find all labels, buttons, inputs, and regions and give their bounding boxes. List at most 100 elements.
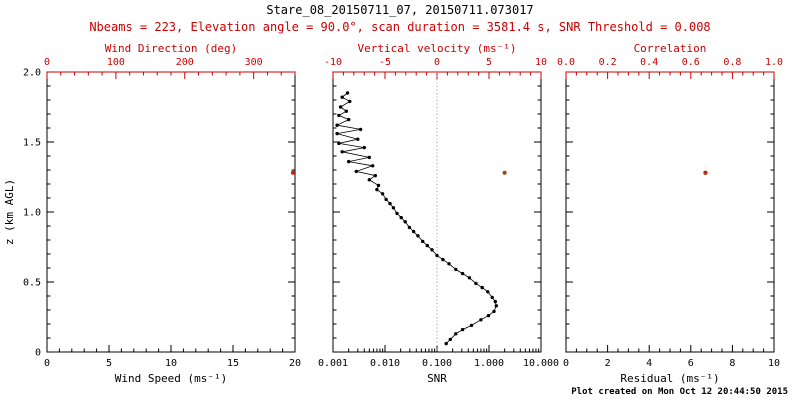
axis-text: 0.8 <box>723 57 741 68</box>
snr-profile-point <box>358 127 363 132</box>
axis-text: 8 <box>729 358 735 369</box>
axis-text: 1.5 <box>23 138 41 149</box>
axis-text: 10 <box>535 57 547 68</box>
snr-profile-point <box>347 117 351 122</box>
snr-profile-point <box>411 229 416 234</box>
series-snr-profile <box>335 91 498 346</box>
axis-text: 0.5 <box>23 278 41 289</box>
snr-profile-point <box>447 262 451 266</box>
axis-text: 2.0 <box>23 68 41 79</box>
snr-profile-point <box>340 95 344 99</box>
panel-wind: 0 0.5 1.0 1.5 2.0 z (km AGL) 0 5 10 15 20 Wind Spee… <box>3 42 301 385</box>
axis-text: 0 <box>35 348 41 359</box>
axis-text: 0.001 <box>318 358 348 369</box>
snr-profile-point <box>454 332 458 336</box>
series-correlation <box>703 170 708 175</box>
page-title: Stare_08_20150711_07, 20150711.073017 <box>266 3 534 17</box>
axis-text: 5 <box>106 358 112 369</box>
axis-text: 0.2 <box>599 57 617 68</box>
snr-profile-point <box>407 225 412 230</box>
axis-text: 0 <box>434 57 440 68</box>
snr-velocity-top-axis: -10 -5 0 5 10 Vertical velocity (ms⁻¹) <box>324 42 547 79</box>
axis-text: 1.000 <box>474 358 504 369</box>
snr-profile-point <box>337 113 341 118</box>
snr-profile-point <box>388 201 392 206</box>
snr-profile-point <box>493 299 497 304</box>
snr-profile-point <box>348 99 352 104</box>
snr-profile-point <box>345 91 350 95</box>
axis-text: 0.4 <box>640 57 658 68</box>
snr-profile-point <box>376 183 381 188</box>
snr-profile-point <box>490 295 494 300</box>
vertical-velocity-point <box>502 170 507 175</box>
snr-profile-point <box>435 253 439 258</box>
snr-profile-point <box>467 276 472 280</box>
residual-correlation-height-axis <box>566 71 774 353</box>
snr-profile-point <box>344 109 348 113</box>
axis-text: 300 <box>245 57 263 68</box>
snr-profile-point <box>373 173 377 178</box>
snr-profile-point <box>340 150 344 154</box>
scan-parameters-subtitle: Nbeams = 223, Elevation angle = 90.0°, s… <box>89 20 711 34</box>
snr-profile-point <box>494 304 498 308</box>
snr-profile-point <box>492 309 496 314</box>
snr-profile-point <box>367 178 371 182</box>
snr-profile-point <box>430 248 434 252</box>
series-wind-direction <box>290 170 295 175</box>
snr-profile-point <box>486 290 490 294</box>
axis-text: 200 <box>176 57 194 68</box>
snr-profile-point <box>425 243 429 248</box>
axis-text: 1.0 <box>23 208 41 219</box>
snr-profile-point <box>338 105 343 109</box>
snr-profile-point <box>421 239 425 244</box>
snr-profile-point <box>367 155 371 160</box>
snr-profile-point <box>395 211 399 216</box>
plot-box <box>46 71 296 353</box>
axis-text: 20 <box>289 358 301 369</box>
plot-box <box>565 71 775 353</box>
snr-profile-point <box>335 131 339 136</box>
residual-correlation-top-axis: 0.0 0.2 0.4 0.6 0.8 1.0 Correlation <box>557 42 783 79</box>
wind-height-axis: 0 0.5 1.0 1.5 2.0 z (km AGL) <box>3 68 295 359</box>
snr-profile-point <box>380 192 385 196</box>
snr-profile-point <box>469 323 474 328</box>
axis-text: 0 <box>44 57 50 68</box>
snr-profile-point <box>337 141 341 146</box>
snr-profile-point <box>375 187 379 192</box>
axis-text: SNR <box>427 372 447 385</box>
snr-profile-point <box>362 145 366 150</box>
axis-text: 15 <box>227 358 239 369</box>
snr-profile-point <box>335 123 339 127</box>
axis-text: 0 <box>44 358 50 369</box>
axis-text: 100 <box>107 57 125 68</box>
snr-profile-point <box>448 337 452 342</box>
panel-snr-velocity: 0.001 0.010 0.100 1.000 10.000 SNR -10 -5 0 5 10 Ve… <box>318 42 559 385</box>
axis-text: 0 <box>563 358 569 369</box>
axis-text: 10.000 <box>523 358 559 369</box>
panel-residual-correlation: 0 2 4 6 8 10 Residual (ms⁻¹) 0.0 0.2 0.4 0.6 0.8 1.0… <box>557 42 783 385</box>
residual-correlation-bottom-axis: 0 2 4 6 8 10 Residual (ms⁻¹) <box>563 345 780 385</box>
axis-text: 4 <box>646 358 652 369</box>
snr-profile-point <box>454 267 458 272</box>
snr-profile-point <box>371 164 375 168</box>
snr-profile-point <box>399 215 403 220</box>
correlation-point <box>703 170 708 175</box>
axis-text: 6 <box>688 358 694 369</box>
axis-text: Correlation <box>634 42 707 55</box>
wind-direction-point <box>290 170 295 175</box>
snr-profile-point <box>479 318 483 322</box>
snr-profile-point <box>356 137 360 141</box>
axis-text: 5 <box>486 57 492 68</box>
axis-text: 1.0 <box>765 57 783 68</box>
axis-text: 10 <box>768 358 780 369</box>
snr-profile-point <box>480 285 484 290</box>
axis-text: 2 <box>605 358 611 369</box>
snr-profile-point <box>441 257 445 262</box>
wind-bottom-axis: 0 5 10 15 20 Wind Speed (ms⁻¹) <box>44 345 301 385</box>
axis-text: 0.0 <box>557 57 575 68</box>
snr-profile-point <box>486 313 491 318</box>
axis-text: -5 <box>379 57 391 68</box>
wind-top-axis: 0 100 200 300 Wind Direction (deg) <box>44 42 296 79</box>
axis-text: Vertical velocity (ms⁻¹) <box>358 42 517 55</box>
